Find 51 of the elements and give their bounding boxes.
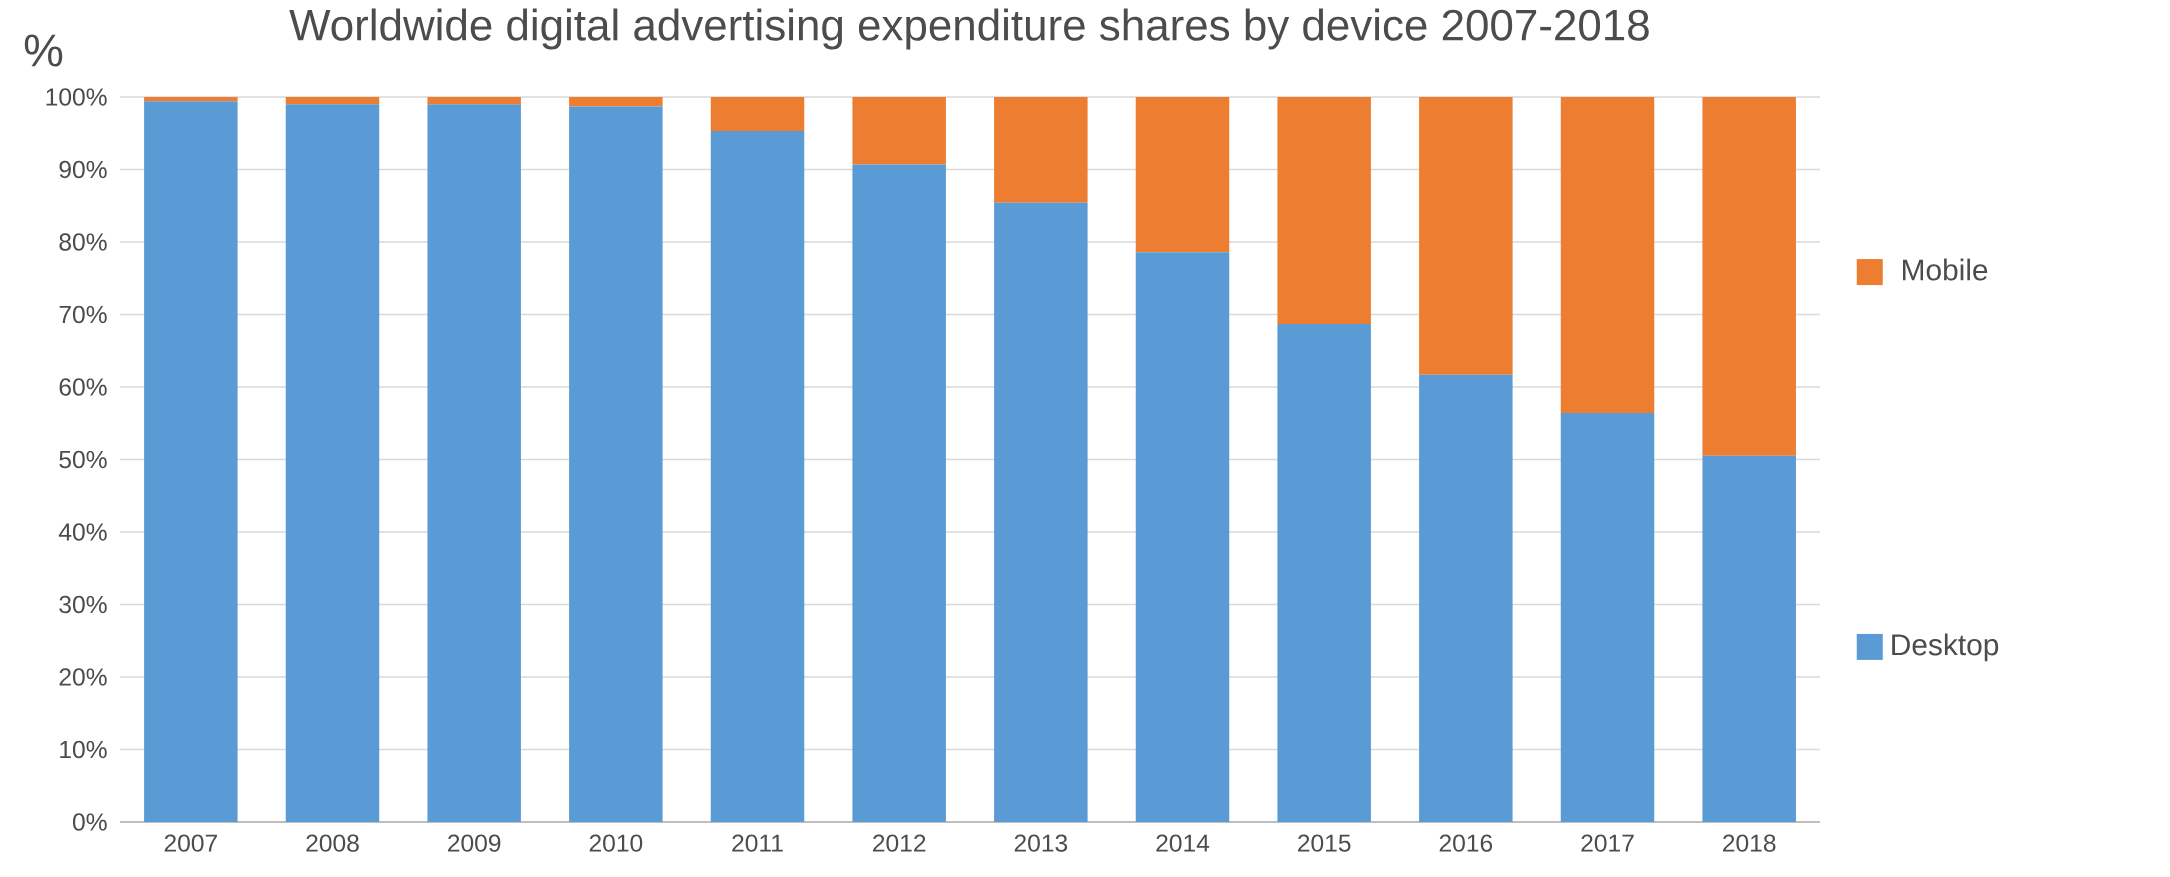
x-tick-label: 2014 xyxy=(1156,834,1210,852)
bar xyxy=(1702,455,1796,822)
x-tick-label: 2018 xyxy=(1723,834,1776,852)
bar xyxy=(569,97,663,107)
legend-label: Desktop xyxy=(1892,633,1999,662)
bar xyxy=(994,202,1088,822)
bar xyxy=(1277,323,1371,822)
y-tick-label: 50% xyxy=(59,450,107,469)
bar xyxy=(710,97,805,132)
x-tick-label: 2009 xyxy=(448,834,501,852)
y-tick-label: 20% xyxy=(59,668,107,686)
bar xyxy=(144,101,238,822)
x-tick-label: 2013 xyxy=(1014,834,1068,852)
bar xyxy=(427,97,521,105)
bar xyxy=(1135,252,1230,822)
bar xyxy=(144,97,238,102)
x-tick-label: 2008 xyxy=(306,834,359,852)
x-tick-label: 2012 xyxy=(873,834,926,852)
x-tick-label: 2017 xyxy=(1581,834,1634,852)
bar xyxy=(1560,413,1655,822)
bar xyxy=(710,131,805,822)
chart-title: Worldwide digital advertising expenditure shares by device 2007-2018 xyxy=(289,8,1649,50)
bar xyxy=(427,104,521,822)
bar xyxy=(285,97,380,105)
bar xyxy=(1419,97,1513,375)
y-tick-label: 100% xyxy=(46,88,107,106)
x-tick-label: 2016 xyxy=(1439,834,1493,852)
bar xyxy=(285,104,380,822)
bar xyxy=(1702,97,1796,456)
y-tick-label: 10% xyxy=(60,740,107,759)
y-axis-title: % xyxy=(24,34,63,67)
bar xyxy=(569,106,663,822)
legend-label: Mobile xyxy=(1903,258,1988,281)
x-tick-label: 2015 xyxy=(1298,834,1351,852)
bar xyxy=(1560,97,1655,414)
bar xyxy=(1419,374,1513,822)
bar xyxy=(994,97,1088,203)
y-tick-label: 30% xyxy=(59,595,107,614)
x-tick-label: 2010 xyxy=(589,834,643,852)
bar xyxy=(852,97,946,165)
y-tick-label: 0% xyxy=(72,813,107,831)
y-tick-label: 90% xyxy=(59,160,107,179)
bar xyxy=(852,164,946,822)
y-tick-label: 80% xyxy=(59,233,107,251)
bar xyxy=(1135,97,1230,253)
y-tick-label: 60% xyxy=(59,378,107,396)
x-tick-label: 2011 xyxy=(732,834,783,852)
bar xyxy=(1277,97,1371,324)
x-tick-label: 2007 xyxy=(164,834,217,852)
y-tick-label: 40% xyxy=(58,523,107,541)
y-tick-label: 70% xyxy=(59,305,107,324)
